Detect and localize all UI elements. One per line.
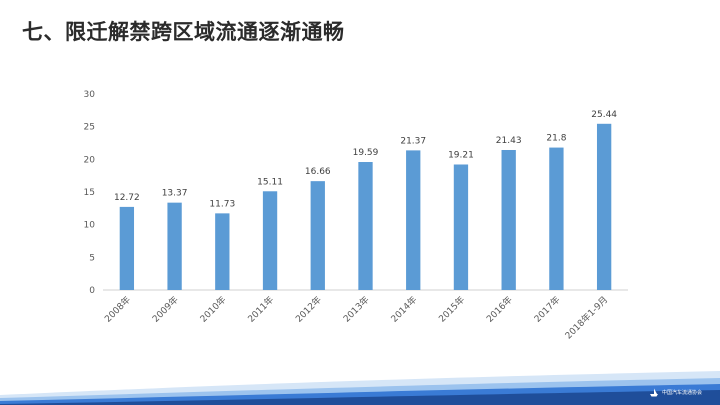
y-tick-label: 20 <box>84 155 96 165</box>
bar-chart: 0 5 10 15 20 25 30 12.72 13.37 11.73 15.11 16.66 19… <box>84 90 628 342</box>
bar <box>549 147 564 290</box>
bar-value-label: 15.11 <box>257 177 283 187</box>
bar-value-label: 11.73 <box>209 199 235 209</box>
bar <box>262 191 278 290</box>
bar-value-label: 19.21 <box>448 150 474 160</box>
bar-value-label: 13.37 <box>162 189 188 199</box>
y-tick-label: 10 <box>84 221 96 231</box>
footer-wave-graphic <box>0 371 720 405</box>
bar-value-label: 12.72 <box>114 193 140 203</box>
bar-series <box>119 123 612 291</box>
x-axis-ticks: 2008年 2009年 2010年 2011年 2012年 2013年 2014年 2015年… <box>102 294 610 342</box>
x-tick-label: 2010年 <box>197 294 228 325</box>
x-tick-label: 2008年 <box>102 294 133 325</box>
y-tick-label: 25 <box>84 123 95 133</box>
bar-value-label: 16.66 <box>305 167 331 177</box>
ship-logo-icon <box>649 388 658 397</box>
bar <box>501 149 516 290</box>
data-labels: 12.72 13.37 11.73 15.11 16.66 19.59 21.37 19.21… <box>114 110 617 210</box>
bar <box>310 181 325 290</box>
y-axis-ticks: 0 5 10 15 20 25 30 <box>84 90 96 296</box>
y-tick-label: 0 <box>89 286 95 296</box>
x-tick-label: 2014年 <box>388 294 419 325</box>
x-tick-label: 2009年 <box>150 294 181 325</box>
bar <box>119 206 135 290</box>
x-tick-label: 2015年 <box>436 294 467 325</box>
bar <box>215 213 230 290</box>
bar-value-label: 21.8 <box>546 134 566 144</box>
x-tick-label: 2012年 <box>293 294 324 325</box>
y-tick-label: 30 <box>84 90 96 100</box>
bar <box>406 150 421 290</box>
bar <box>358 162 373 290</box>
x-tick-label: 2017年 <box>531 294 562 325</box>
y-tick-label: 5 <box>89 253 95 263</box>
bar-value-label: 21.43 <box>496 136 522 146</box>
bar <box>596 123 612 291</box>
bar <box>453 164 469 290</box>
x-tick-label: 2018年1-9月 <box>562 294 610 342</box>
y-tick-label: 15 <box>84 188 95 198</box>
bar <box>167 202 182 290</box>
association-logo: 中国汽车流通协会 <box>649 388 702 397</box>
bar-value-label: 25.44 <box>591 110 617 120</box>
x-tick-label: 2011年 <box>245 294 276 325</box>
x-tick-label: 2013年 <box>341 294 372 325</box>
logo-lettering: 中国汽车流通协会 <box>661 390 702 396</box>
x-tick-label: 2016年 <box>484 294 515 325</box>
slide-title: 七、限迁解禁跨区域流通逐渐通畅 <box>22 20 345 44</box>
footer-band: 中国汽车流通协会 <box>0 365 720 405</box>
bar-value-label: 21.37 <box>400 136 426 146</box>
bar-value-label: 19.59 <box>353 148 379 158</box>
